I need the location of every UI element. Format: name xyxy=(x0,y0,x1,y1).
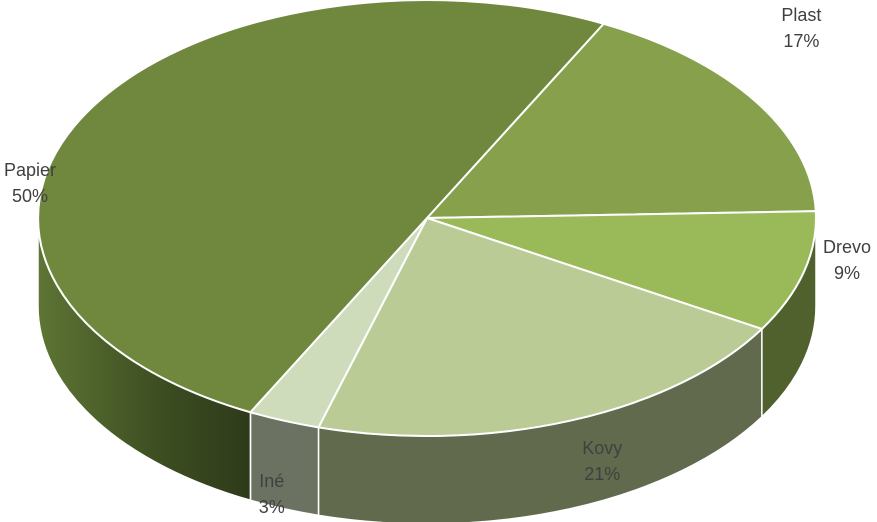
data-label-plast: Plast 17% xyxy=(781,2,821,54)
data-label-value: 3% xyxy=(258,497,285,517)
data-label-value: 21% xyxy=(584,464,621,485)
data-label-kovy: Kovy 21% xyxy=(582,435,622,487)
pie-slice-papier xyxy=(37,0,606,414)
data-label-category: Kovy xyxy=(582,438,623,459)
pie-slice-drevo xyxy=(426,210,817,331)
data-label-category: Papier xyxy=(3,160,57,181)
data-label-category: Drevo xyxy=(822,236,872,257)
pie-slices xyxy=(37,0,817,437)
pie-slice-plast xyxy=(424,22,817,220)
data-label-drevo: Drevo 9% xyxy=(823,234,871,286)
data-label-value: 9% xyxy=(833,262,861,283)
data-label-category: Iné xyxy=(259,471,285,491)
pie-slice-kovy xyxy=(316,216,764,437)
data-label-value: 50% xyxy=(11,186,49,207)
data-label-papier: Papier 50% xyxy=(4,157,56,209)
data-label-iné: Iné 3% xyxy=(259,468,285,520)
data-label-category: Plast xyxy=(781,5,822,25)
data-label-value: 17% xyxy=(783,31,820,51)
